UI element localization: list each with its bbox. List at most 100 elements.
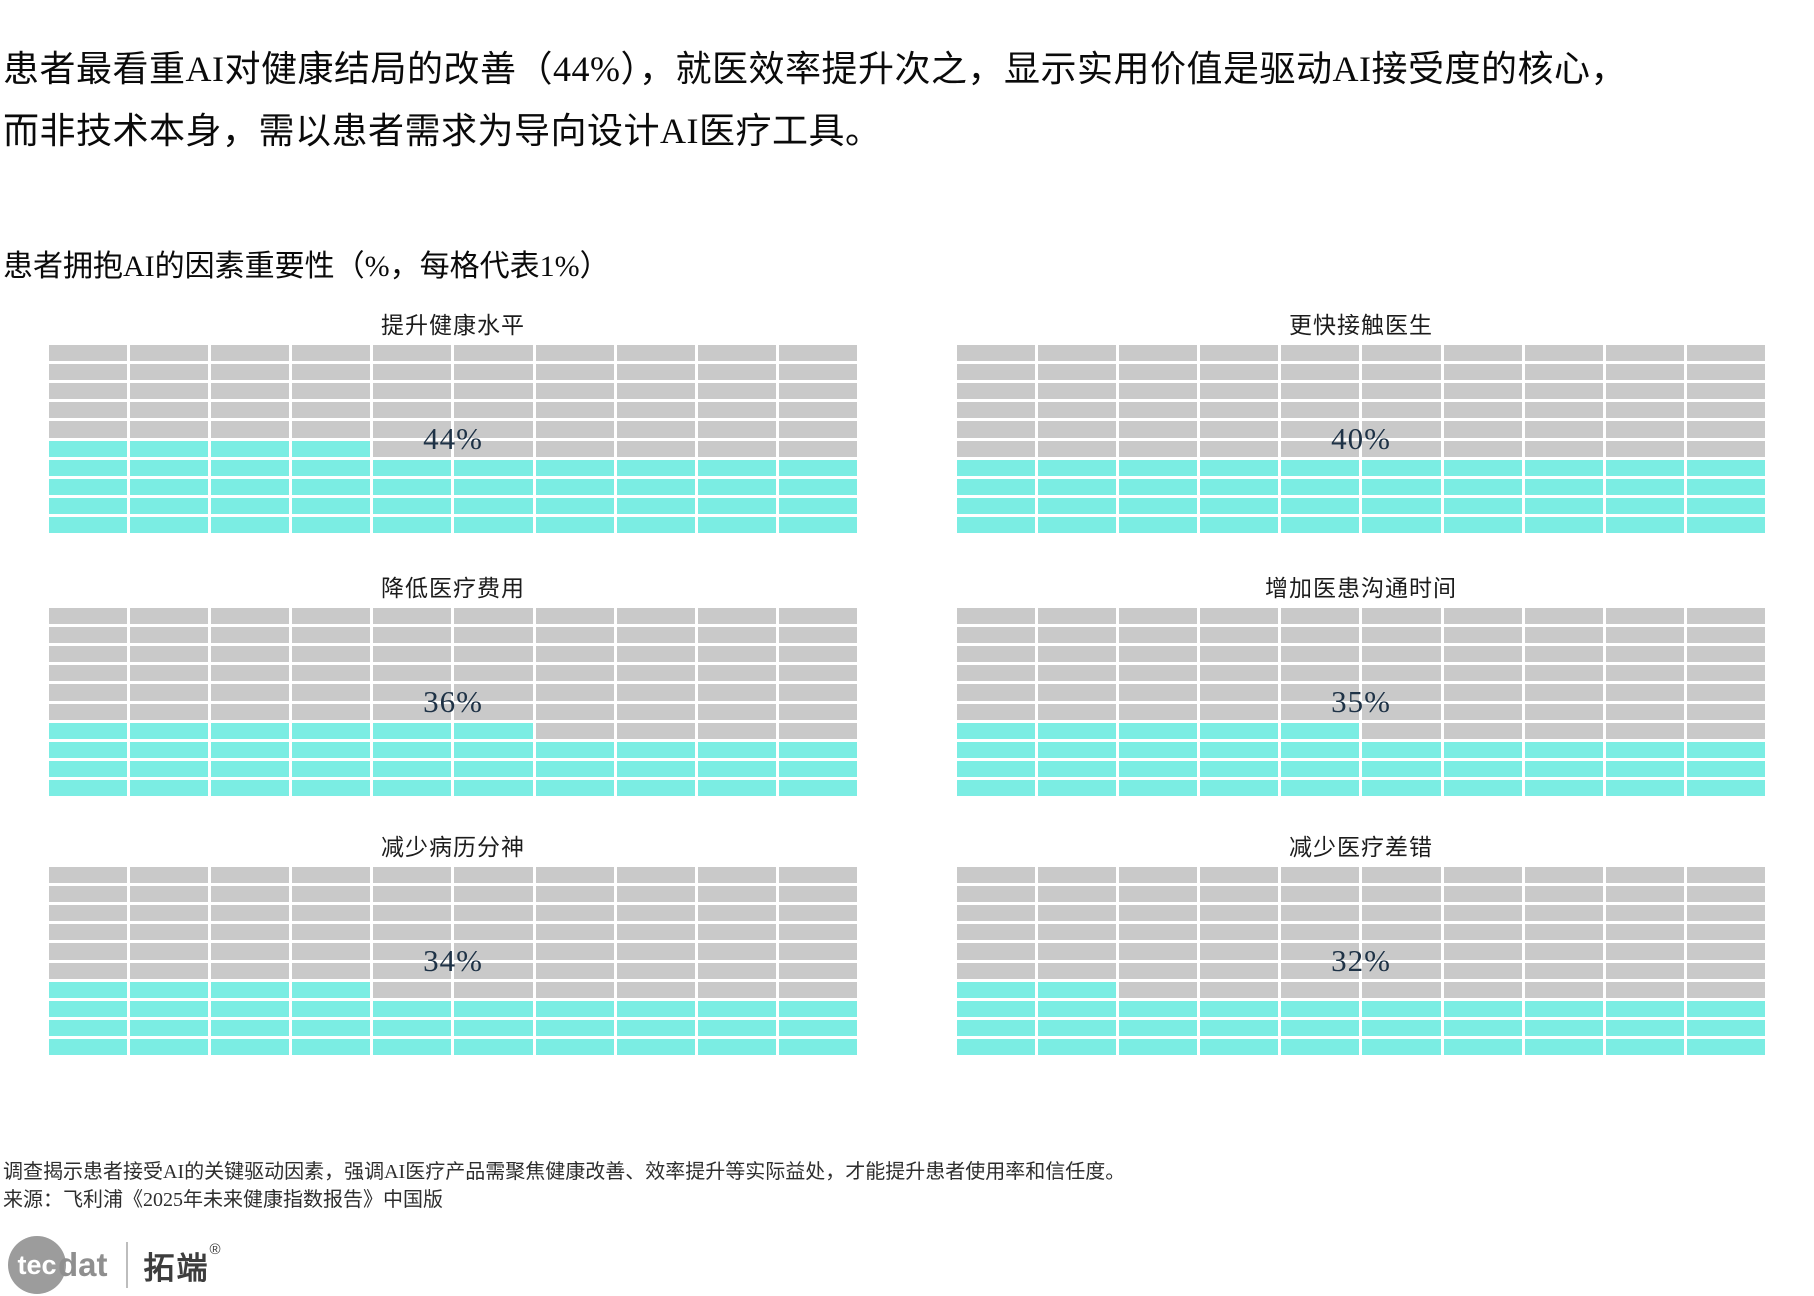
waffle-cell	[1686, 1019, 1765, 1036]
waffle-cell	[373, 478, 452, 495]
waffle-cell	[697, 1000, 776, 1017]
waffle-cell	[1524, 760, 1603, 777]
waffle-cell	[1119, 497, 1198, 514]
waffle-cell	[1281, 516, 1360, 533]
waffle-cell	[535, 1000, 614, 1017]
waffle-cell	[1686, 962, 1765, 979]
chart-title: 更快接触医生	[1289, 313, 1433, 338]
waffle-cell	[697, 962, 776, 979]
waffle-cell	[1200, 627, 1279, 644]
waffle-cell	[616, 741, 695, 758]
waffle-cell	[49, 440, 128, 457]
waffle-cell	[49, 703, 128, 720]
waffle-grid	[957, 608, 1765, 796]
waffle-cell	[616, 402, 695, 419]
waffle-cell	[1362, 905, 1441, 922]
waffle-cell	[778, 1038, 857, 1055]
waffle-cell	[1362, 364, 1441, 381]
waffle-cell	[957, 516, 1036, 533]
waffle-cell	[1605, 383, 1684, 400]
waffle-cell	[292, 345, 371, 362]
waffle-cell	[292, 516, 371, 533]
waffle-cell	[1686, 905, 1765, 922]
waffle-cell	[130, 345, 209, 362]
waffle-cell	[1605, 497, 1684, 514]
headline: 患者最看重AI对健康结局的改善（44%），就医效率提升次之，显示实用价值是驱动A…	[3, 38, 1811, 162]
waffle-cell	[778, 924, 857, 941]
waffle-cell	[697, 760, 776, 777]
waffle-cell	[211, 497, 290, 514]
waffle-cell	[130, 962, 209, 979]
waffle-cell	[1443, 886, 1522, 903]
waffle-grid	[957, 345, 1765, 533]
waffle-cell	[211, 1038, 290, 1055]
waffle-cell	[1119, 741, 1198, 758]
waffle-cell	[1443, 1038, 1522, 1055]
waffle-cell	[1443, 943, 1522, 960]
waffle-cell	[1443, 760, 1522, 777]
waffle-cell	[130, 608, 209, 625]
waffle-cell	[1038, 722, 1117, 739]
waffle-cell	[1524, 1000, 1603, 1017]
waffle-cell	[1605, 1019, 1684, 1036]
waffle-cell	[616, 924, 695, 941]
waffle-cell	[211, 364, 290, 381]
waffle-cell	[697, 981, 776, 998]
waffle-cell	[957, 383, 1036, 400]
waffle-cell	[292, 741, 371, 758]
waffle-cell	[1362, 345, 1441, 362]
waffle-cell	[1605, 886, 1684, 903]
waffle-cell	[1038, 478, 1117, 495]
waffle-cell	[697, 646, 776, 663]
waffle-cell	[697, 627, 776, 644]
waffle-cell	[616, 981, 695, 998]
waffle-cell	[535, 665, 614, 682]
waffle-cell	[373, 1038, 452, 1055]
waffle-cell	[1686, 421, 1765, 438]
waffle-cell	[778, 345, 857, 362]
waffle-cell	[373, 665, 452, 682]
waffle-cell	[49, 905, 128, 922]
waffle-cell	[373, 421, 452, 438]
waffle-cell	[1119, 345, 1198, 362]
chart-title: 降低医疗费用	[381, 576, 525, 601]
waffle-cell	[1362, 608, 1441, 625]
waffle-cell	[49, 1019, 128, 1036]
waffle-cell	[1605, 741, 1684, 758]
waffle-cell	[130, 459, 209, 476]
waffle-cell	[1686, 497, 1765, 514]
waffle-cell	[778, 943, 857, 960]
waffle-cell	[1686, 1000, 1765, 1017]
waffle-cell	[1119, 886, 1198, 903]
waffle-cell	[1605, 943, 1684, 960]
waffle-cell	[1200, 497, 1279, 514]
waffle-cell	[454, 345, 533, 362]
waffle-chart-less-record-distraction: 减少病历分神 34%	[49, 823, 857, 1055]
waffle-cell	[778, 459, 857, 476]
waffle-cell	[1443, 402, 1522, 419]
waffle-cell	[454, 760, 533, 777]
waffle-cell	[1119, 1019, 1198, 1036]
waffle-cell	[616, 722, 695, 739]
waffle-cell	[957, 421, 1036, 438]
waffle-cell	[1038, 943, 1117, 960]
waffle-cell	[373, 905, 452, 922]
waffle-cell	[697, 905, 776, 922]
waffle-cell	[292, 646, 371, 663]
waffle-cell	[778, 741, 857, 758]
waffle-cell	[1443, 345, 1522, 362]
waffle-cell	[1524, 608, 1603, 625]
waffle-cell	[130, 627, 209, 644]
waffle-cell	[616, 516, 695, 533]
waffle-cell	[1524, 943, 1603, 960]
waffle-cell	[697, 1038, 776, 1055]
waffle-cell	[1362, 886, 1441, 903]
waffle-cell	[130, 421, 209, 438]
waffle-cell	[1281, 459, 1360, 476]
waffle-cell	[697, 867, 776, 884]
waffle-cell	[1200, 402, 1279, 419]
waffle-cell	[1605, 1038, 1684, 1055]
waffle-cell	[1686, 608, 1765, 625]
waffle-cell	[373, 345, 452, 362]
waffle-cell	[535, 516, 614, 533]
